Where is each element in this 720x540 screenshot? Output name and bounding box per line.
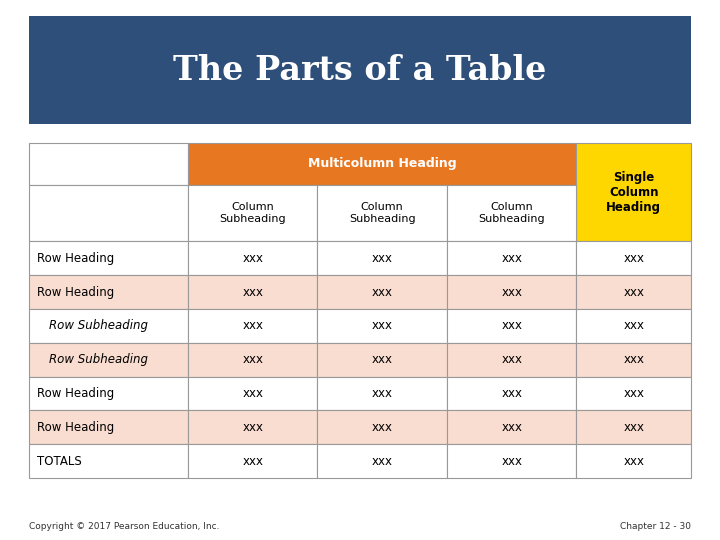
Text: xxx: xxx xyxy=(242,252,264,265)
Bar xyxy=(188,143,577,185)
Text: xxx: xxx xyxy=(242,353,264,366)
Bar xyxy=(577,343,691,376)
Bar xyxy=(318,275,447,309)
Bar xyxy=(318,444,447,478)
Bar xyxy=(577,241,691,275)
Text: xxx: xxx xyxy=(501,252,522,265)
Text: xxx: xxx xyxy=(624,353,644,366)
Text: xxx: xxx xyxy=(242,387,264,400)
Text: xxx: xxx xyxy=(624,421,644,434)
Bar xyxy=(447,410,577,444)
Text: xxx: xxx xyxy=(501,455,522,468)
Text: Row Subheading: Row Subheading xyxy=(50,353,148,366)
Bar xyxy=(447,309,577,343)
Text: TOTALS: TOTALS xyxy=(37,455,82,468)
Text: xxx: xxx xyxy=(624,455,644,468)
Bar xyxy=(447,444,577,478)
Text: xxx: xxx xyxy=(501,353,522,366)
Text: xxx: xxx xyxy=(501,387,522,400)
Text: xxx: xxx xyxy=(501,319,522,332)
Text: xxx: xxx xyxy=(624,286,644,299)
Text: Chapter 12 - 30: Chapter 12 - 30 xyxy=(620,522,691,531)
Text: xxx: xxx xyxy=(242,319,264,332)
Text: xxx: xxx xyxy=(372,421,392,434)
Bar xyxy=(577,143,691,241)
Bar xyxy=(29,185,188,241)
Bar xyxy=(318,376,447,410)
Bar xyxy=(188,185,318,241)
Bar xyxy=(29,343,188,376)
Bar xyxy=(447,241,577,275)
Bar xyxy=(318,410,447,444)
Text: xxx: xxx xyxy=(372,286,392,299)
Text: xxx: xxx xyxy=(501,286,522,299)
Bar xyxy=(188,410,318,444)
Bar xyxy=(577,444,691,478)
Bar xyxy=(447,376,577,410)
Bar xyxy=(577,309,691,343)
Text: xxx: xxx xyxy=(242,455,264,468)
Text: xxx: xxx xyxy=(372,455,392,468)
Bar xyxy=(29,376,188,410)
Text: xxx: xxx xyxy=(624,252,644,265)
Text: xxx: xxx xyxy=(372,387,392,400)
Bar xyxy=(318,309,447,343)
Text: xxx: xxx xyxy=(372,319,392,332)
Bar xyxy=(188,275,318,309)
Text: Column
Subheading: Column Subheading xyxy=(220,202,286,224)
Text: xxx: xxx xyxy=(242,286,264,299)
Text: Row Heading: Row Heading xyxy=(37,286,114,299)
Bar xyxy=(29,16,691,124)
Text: Column
Subheading: Column Subheading xyxy=(478,202,545,224)
Bar xyxy=(577,275,691,309)
Bar xyxy=(29,275,188,309)
Text: Row Heading: Row Heading xyxy=(37,387,114,400)
Bar xyxy=(447,185,577,241)
Text: Row Subheading: Row Subheading xyxy=(50,319,148,332)
Bar xyxy=(29,309,188,343)
Text: xxx: xxx xyxy=(372,353,392,366)
Bar xyxy=(188,376,318,410)
Bar xyxy=(577,376,691,410)
Bar xyxy=(318,343,447,376)
Text: Column
Subheading: Column Subheading xyxy=(349,202,415,224)
Bar xyxy=(577,410,691,444)
Text: Multicolumn Heading: Multicolumn Heading xyxy=(308,157,456,171)
Bar xyxy=(188,343,318,376)
Text: xxx: xxx xyxy=(624,319,644,332)
Text: xxx: xxx xyxy=(624,387,644,400)
Bar xyxy=(29,444,188,478)
Bar xyxy=(29,241,188,275)
Text: xxx: xxx xyxy=(372,252,392,265)
Bar xyxy=(29,143,188,185)
Bar xyxy=(318,185,447,241)
Text: Row Heading: Row Heading xyxy=(37,421,114,434)
Bar xyxy=(29,410,188,444)
Text: Copyright © 2017 Pearson Education, Inc.: Copyright © 2017 Pearson Education, Inc. xyxy=(29,522,220,531)
Text: Row Heading: Row Heading xyxy=(37,252,114,265)
Bar xyxy=(447,343,577,376)
Bar xyxy=(188,241,318,275)
Bar xyxy=(318,241,447,275)
Bar xyxy=(188,444,318,478)
Text: xxx: xxx xyxy=(501,421,522,434)
Text: The Parts of a Table: The Parts of a Table xyxy=(174,53,546,87)
Bar xyxy=(188,309,318,343)
Text: Single
Column
Heading: Single Column Heading xyxy=(606,171,662,214)
Text: xxx: xxx xyxy=(242,421,264,434)
Bar xyxy=(447,275,577,309)
